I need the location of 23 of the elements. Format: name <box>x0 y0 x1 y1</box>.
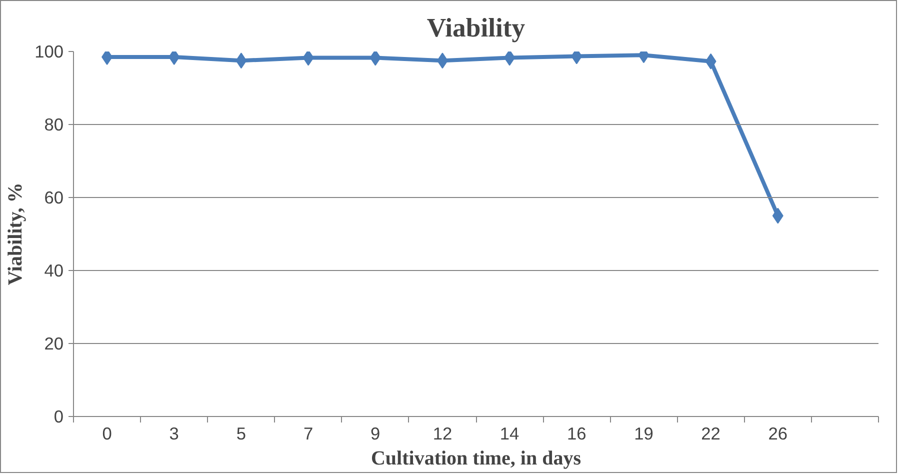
point <box>370 52 381 66</box>
x-tick-label: 26 <box>768 424 788 444</box>
point <box>504 52 516 66</box>
x-tick-label: 12 <box>432 424 452 444</box>
x-tick-label: 16 <box>566 424 586 444</box>
y-tick-label: 100 <box>34 42 64 62</box>
x-tick-label: 3 <box>169 424 179 444</box>
x-tick-label: 14 <box>500 424 520 444</box>
y-tick-label: 0 <box>54 406 64 426</box>
y-tick-label: 20 <box>44 334 64 354</box>
y-tick-label: 40 <box>44 260 64 280</box>
y-axis-title: Viability, % <box>4 182 27 286</box>
y-tick-label: 60 <box>44 188 64 208</box>
x-tick-label: 5 <box>236 424 246 444</box>
chart-title: Viability <box>426 12 526 42</box>
y-tick-label: 80 <box>44 114 64 134</box>
x-tick-label: 19 <box>634 424 654 444</box>
x-tick-label: 0 <box>102 424 112 444</box>
x-tick-label: 7 <box>303 424 314 444</box>
x-tick-label: 9 <box>370 424 380 444</box>
point <box>302 52 314 66</box>
x-axis-title: Cultivation time, in days <box>370 448 582 470</box>
x-tick-label: 22 <box>701 424 720 444</box>
